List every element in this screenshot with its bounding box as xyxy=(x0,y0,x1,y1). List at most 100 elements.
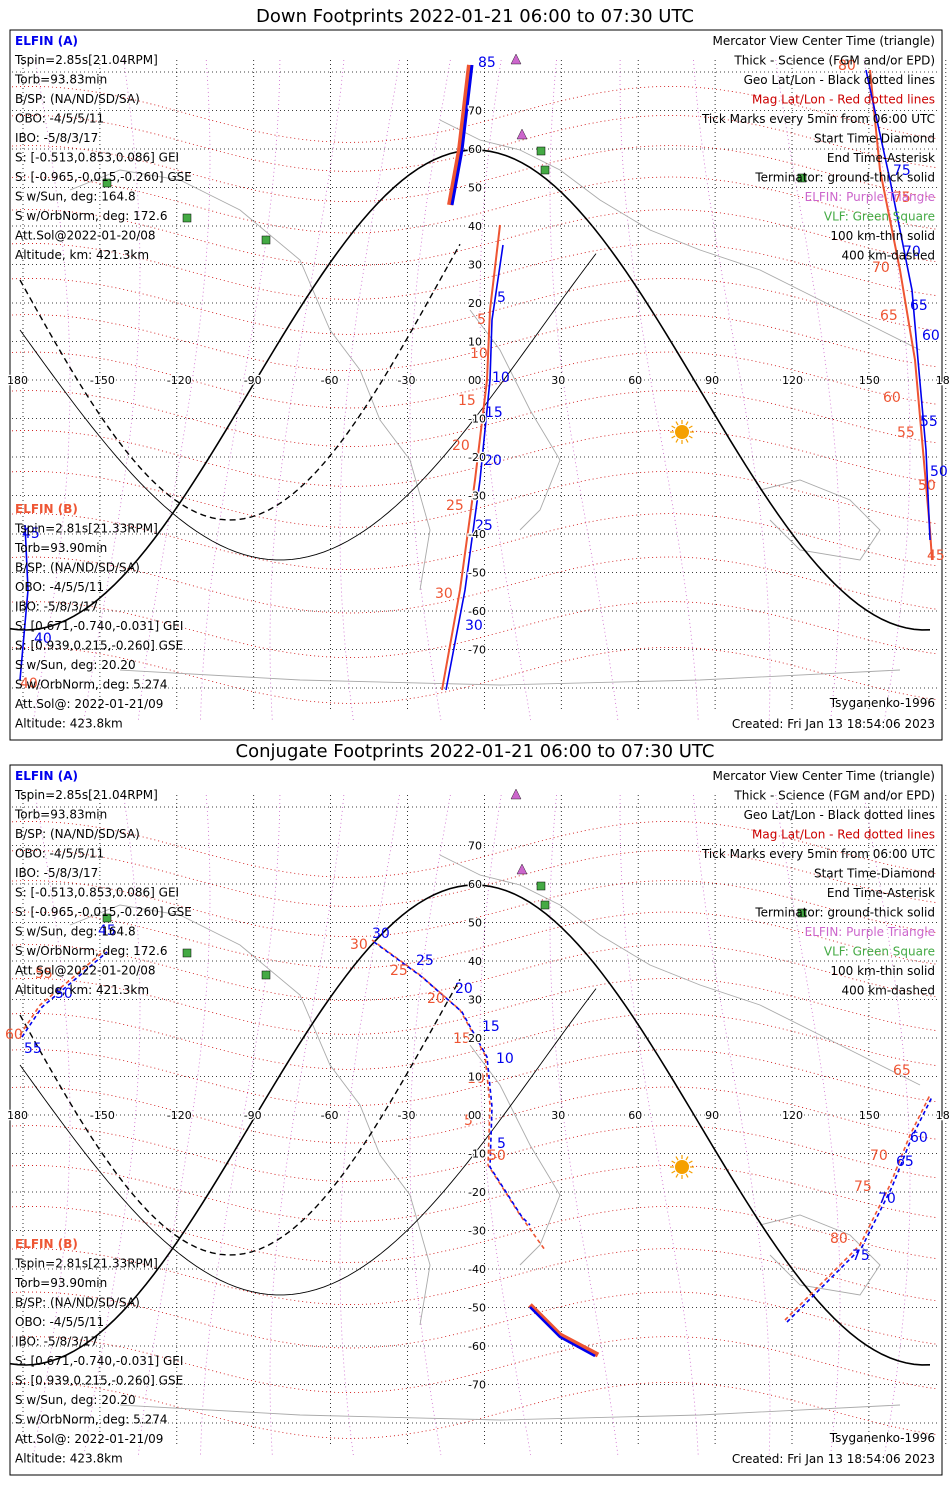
mag-parallel xyxy=(11,1382,937,1439)
track-a-tick-label: 20 xyxy=(484,453,502,469)
lon-tick-label: -150 xyxy=(90,1109,115,1122)
track-b-tick-label: 30 xyxy=(350,937,368,953)
legend-entry: Mag Lat/Lon - Red dotted lines xyxy=(752,93,935,107)
coastline xyxy=(69,169,431,591)
track-b-tick-label: 30 xyxy=(435,586,453,602)
sun-ray xyxy=(675,1173,679,1178)
legend-entry: Mercator View Center Time (triangle) xyxy=(713,769,935,783)
track-a-path-west xyxy=(19,524,29,681)
vlf-station-square xyxy=(536,881,546,891)
mag-parallel xyxy=(11,1165,937,1222)
sun-ray xyxy=(688,1160,693,1164)
track-a-tick-label: 65 xyxy=(910,298,928,314)
track-a-tick-label: 10 xyxy=(496,1051,514,1067)
track-a-tick-label: 15 xyxy=(485,405,503,421)
created-timestamp: Created: Fri Jan 13 18:54:06 2023 xyxy=(732,1452,935,1466)
lat-tick-label: 60 xyxy=(468,878,482,891)
track-a-path xyxy=(373,941,531,1226)
mag-parallel xyxy=(11,601,937,658)
track-b-tick-label: 5 xyxy=(477,312,486,328)
sun-ray xyxy=(671,1170,676,1174)
elfin-b-info-line: IBO: -5/8/3/17 xyxy=(15,600,98,614)
legend-entry: Tick Marks every 5min from 06:00 UTC xyxy=(701,847,935,861)
mag-parallel xyxy=(11,278,937,335)
track-a-tick-label: 65 xyxy=(896,1154,914,1170)
altitude-400km-line xyxy=(19,243,461,521)
lat-tick-label: -10 xyxy=(468,413,486,426)
lat-tick-label: -70 xyxy=(468,644,486,657)
lon-tick-label: -90 xyxy=(244,1109,262,1122)
elfin-a-info-line: S: [-0.965,-0.015,-0.260] GSE xyxy=(15,170,192,184)
track-b-tick-label: 5 xyxy=(464,1113,473,1129)
mag-parallel xyxy=(11,209,937,266)
elfin-b-info-line: S: [0.939,0.215,-0.260] GSE xyxy=(15,1374,183,1388)
panel-down: Down Footprints 2022-01-21 06:00 to 07:3… xyxy=(6,6,950,741)
elfin-a-info: ELFIN (A) Tspin=2.85s[21.04RPM] Torb=93.83… xyxy=(14,34,192,262)
mag-parallel xyxy=(11,86,937,143)
mag-parallel xyxy=(11,821,937,878)
vlf-station-square xyxy=(540,900,550,910)
sun-ray xyxy=(671,425,676,429)
elfin-a-header: ELFIN (A) xyxy=(15,34,78,48)
mag-parallel xyxy=(11,978,937,1035)
mag-parallel xyxy=(11,471,937,528)
track-b-tick-label: 55 xyxy=(897,425,915,441)
model-label: Tsyganenko-1996 xyxy=(829,1431,935,1445)
elfin-a-info-line: S: [-0.513,0.853,0.086] GEI xyxy=(15,886,179,900)
sun-ray xyxy=(675,421,679,426)
mag-meridian xyxy=(619,794,699,1456)
lat-tick-label: -30 xyxy=(468,490,486,503)
elfin-b-info: ELFIN (B) Tspin=2.81s[21.33RPM] Torb=93.90… xyxy=(14,1237,183,1466)
elfin-b-info-line: B/SP: (NA/ND/SD/SA) xyxy=(15,561,140,575)
lat-tick-label: 40 xyxy=(468,220,482,233)
elfin-b-info-line: Altitude: 423.8km xyxy=(15,717,123,731)
track-a-tick-label: 50 xyxy=(930,464,948,480)
lon-tick-label: -30 xyxy=(398,374,416,387)
mag-parallel xyxy=(11,880,937,937)
track-a-tick-label: 40 xyxy=(34,631,52,647)
track-a-tick-label: 50 xyxy=(55,986,73,1002)
lon-tick-label: 180 xyxy=(7,374,28,387)
legend-entry: Tick Marks every 5min from 06:00 UTC xyxy=(701,112,935,126)
lat-tick-label: -60 xyxy=(468,1340,486,1353)
vlf-station-square xyxy=(102,913,112,923)
mag-parallel xyxy=(11,1125,937,1182)
coastline xyxy=(119,669,901,686)
map-frame xyxy=(9,764,943,1476)
elfin-b-info-line: S w/Sun, deg: 20.20 xyxy=(15,1393,136,1407)
mag-parallel xyxy=(11,145,937,202)
lon-tick-label: 90 xyxy=(705,1109,719,1122)
track-a-path-east xyxy=(786,1096,933,1323)
map-frame xyxy=(9,29,943,741)
sun-ray xyxy=(675,438,679,443)
lon-tick-label: 120 xyxy=(782,1109,803,1122)
track-b-tick-label: 55 xyxy=(35,966,53,982)
lon-tick-label: -90 xyxy=(244,374,262,387)
track-b-tick-label: 75 xyxy=(893,190,911,206)
lat-tick-label: -60 xyxy=(468,605,486,618)
elfin-b-info-line: Tspin=2.81s[21.33RPM] xyxy=(14,522,158,536)
track-b-tick-label: 50 xyxy=(488,1148,506,1164)
lat-tick-label: -10 xyxy=(468,1148,486,1161)
lat-tick-label: 30 xyxy=(468,994,482,1007)
legend-entry: End Time-Asterisk xyxy=(827,151,935,165)
vlf-station-square xyxy=(797,173,807,183)
elfin-b-info: ELFIN (B) Tspin=2.81s[21.33RPM] Torb=93.90… xyxy=(14,502,183,731)
coastline xyxy=(119,1404,901,1421)
track-b-tick-label: 25 xyxy=(390,963,408,979)
vlf-station-square xyxy=(797,908,807,918)
lat-tick-label: 50 xyxy=(468,917,482,930)
lat-tick-label: 30 xyxy=(468,259,482,272)
elfin-b-info-line: S w/OrbNorm, deg: 5.274 xyxy=(15,678,167,692)
vlf-station-square xyxy=(102,178,112,188)
elfin-a-header: ELFIN (A) xyxy=(15,769,78,783)
elfin-a-info-line: S w/Sun, deg: 164.8 xyxy=(15,190,136,204)
lat-tick-label: 70 xyxy=(468,840,482,853)
track-b-tick-label: 60 xyxy=(5,1027,23,1043)
track-b-tick-label: 80 xyxy=(830,1231,848,1247)
legend-entry: Mercator View Center Time (triangle) xyxy=(713,34,935,48)
mag-parallel xyxy=(11,1086,937,1144)
lon-tick-label: 180 xyxy=(936,1109,950,1122)
elfin-a-info-line: B/SP: (NA/ND/SD/SA) xyxy=(15,827,140,841)
elfin-b-info-line: Torb=93.90min xyxy=(14,541,107,555)
